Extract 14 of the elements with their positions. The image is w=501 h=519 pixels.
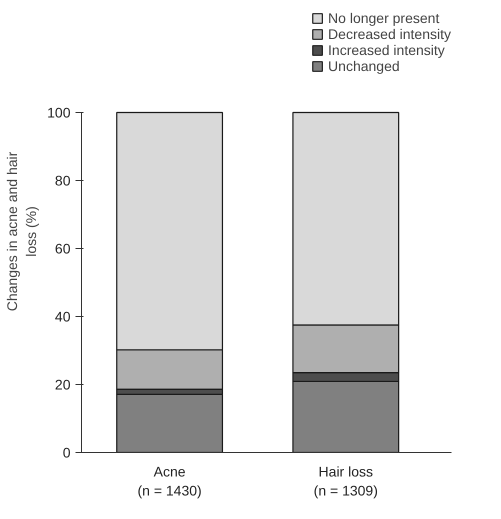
y-tick-label: 20	[54, 376, 71, 392]
legend-label: Increased intensity	[328, 42, 445, 58]
y-tick-label: 80	[54, 172, 71, 188]
legend-label: Decreased intensity	[328, 26, 451, 42]
y-tick-label: 0	[62, 444, 71, 460]
x-tick-label: Acne (n = 1430)	[137, 464, 202, 499]
x-tick-label: Hair loss (n = 1309)	[314, 464, 378, 499]
bar	[116, 394, 224, 452]
legend-label: Unchanged	[328, 58, 400, 74]
y-tick-label: 100	[47, 104, 71, 120]
y-tick-label: 40	[54, 308, 71, 324]
y-tick-label: 60	[54, 240, 71, 256]
legend-label: No longer present	[328, 10, 440, 26]
y-axis-title: Changes in acne and hair loss (%)	[4, 151, 40, 312]
